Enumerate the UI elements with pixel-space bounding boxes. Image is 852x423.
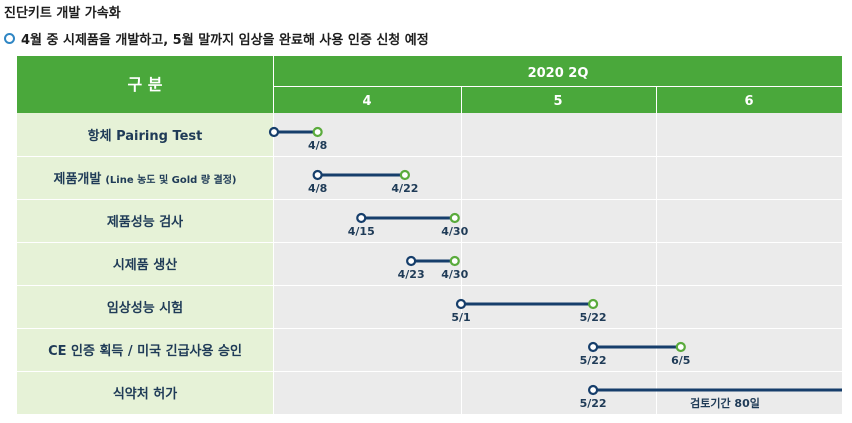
header-month-4: 4	[362, 94, 371, 109]
task-label-mfds-approval: 식약처 허가	[113, 386, 177, 402]
header-quarter-cell	[274, 56, 842, 86]
start-marker	[268, 126, 280, 138]
task-label-prototype-production: 시제품 생산	[113, 257, 177, 273]
header-category-label: 구 분	[127, 75, 162, 94]
review-period-note: 검토기간 80일	[690, 396, 760, 410]
end-date-label: 4/22	[391, 182, 418, 195]
task-bar-group: 5/22 6/5	[580, 341, 690, 367]
subtitle-text: 4월 중 시제품을 개발하고, 5월 말까지 임상을 완료해 사용 인증 신청 …	[21, 33, 429, 48]
header-months-row	[274, 87, 842, 113]
header-quarter-label: 2020 2Q	[528, 66, 589, 81]
task-bar-group: 4/8	[268, 126, 327, 152]
task-bar-group: 4/15 4/30	[348, 212, 469, 238]
task-bar-group: 5/1 5/22	[451, 298, 607, 324]
end-marker	[399, 169, 410, 181]
task-bar-group: 5/22 검토기간 80일	[580, 384, 842, 410]
start-date-label: 5/22	[580, 354, 607, 367]
end-date-label: 4/30	[441, 268, 468, 281]
start-marker	[406, 255, 417, 267]
task-label-clinical-trial: 임상성능 시험	[107, 300, 183, 316]
end-marker	[449, 212, 460, 224]
timeline-area	[274, 113, 842, 414]
header-month-6: 6	[744, 94, 753, 109]
task-label-product-development-name: 제품개발	[54, 171, 102, 187]
start-marker	[587, 384, 599, 396]
task-label-ce-fda-approval: CE 인증 획득 / 미국 긴급사용 승인	[48, 343, 242, 359]
start-date-label: 4/15	[348, 225, 375, 238]
end-date-label: 5/22	[580, 311, 607, 324]
start-date-label: 5/22	[580, 397, 607, 410]
start-marker	[312, 169, 323, 181]
end-marker	[449, 255, 460, 267]
task-bar-group: 4/23 4/30	[398, 255, 469, 281]
subtitle: 4월 중 시제품을 개발하고, 5월 말까지 임상을 완료해 사용 인증 신청 …	[4, 29, 429, 48]
task-label-product-performance: 제품성능 검사	[107, 214, 183, 230]
header-category-cell	[17, 56, 273, 113]
start-date-label: 4/8	[308, 182, 327, 195]
page-title: 진단키트 개발 가속화	[4, 6, 121, 21]
start-date-label: 5/1	[451, 311, 470, 324]
task-label-product-development-note: (Line 농도 및 Gold 량 결정)	[105, 173, 236, 186]
end-marker	[675, 341, 686, 353]
circle-bullet-icon	[4, 33, 15, 44]
task-bar-group: 4/8 4/22	[308, 169, 418, 195]
label-column	[17, 113, 273, 414]
start-marker	[455, 298, 467, 310]
end-date-label: 4/8	[308, 139, 327, 152]
start-marker	[587, 341, 599, 353]
end-marker	[312, 126, 323, 138]
task-label-antibody-pairing: 항체 Pairing Test	[88, 128, 203, 144]
task-label-product-development: 제품개발 (Line 농도 및 Gold 량 결정)	[54, 171, 237, 187]
header-month-5: 5	[553, 94, 562, 109]
start-marker	[356, 212, 367, 224]
end-date-label: 6/5	[671, 354, 690, 367]
end-date-label: 4/30	[441, 225, 468, 238]
start-date-label: 4/23	[398, 268, 425, 281]
end-marker	[587, 298, 599, 310]
